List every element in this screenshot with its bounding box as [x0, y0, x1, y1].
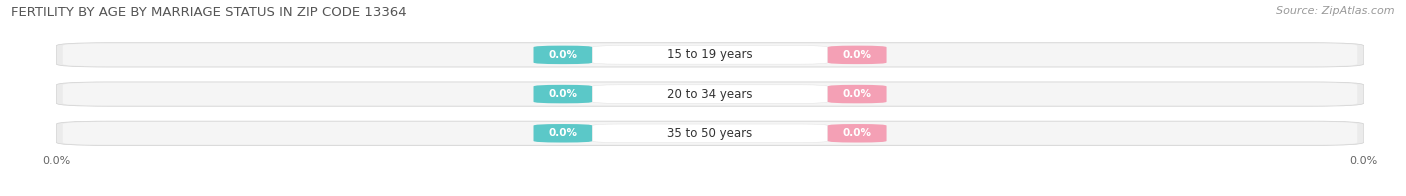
Text: 0.0%: 0.0% — [548, 89, 578, 99]
FancyBboxPatch shape — [828, 46, 887, 64]
Text: 15 to 19 years: 15 to 19 years — [668, 48, 752, 61]
FancyBboxPatch shape — [56, 82, 1364, 106]
FancyBboxPatch shape — [63, 83, 1357, 105]
FancyBboxPatch shape — [592, 124, 828, 142]
Text: Source: ZipAtlas.com: Source: ZipAtlas.com — [1277, 6, 1395, 16]
FancyBboxPatch shape — [592, 46, 828, 64]
FancyBboxPatch shape — [828, 85, 887, 103]
FancyBboxPatch shape — [533, 124, 592, 142]
Text: FERTILITY BY AGE BY MARRIAGE STATUS IN ZIP CODE 13364: FERTILITY BY AGE BY MARRIAGE STATUS IN Z… — [11, 6, 406, 19]
FancyBboxPatch shape — [56, 43, 1364, 67]
FancyBboxPatch shape — [63, 122, 1357, 145]
Text: 0.0%: 0.0% — [548, 128, 578, 138]
FancyBboxPatch shape — [592, 85, 828, 103]
Text: 0.0%: 0.0% — [842, 89, 872, 99]
FancyBboxPatch shape — [63, 44, 1357, 66]
Text: 35 to 50 years: 35 to 50 years — [668, 127, 752, 140]
Text: 0.0%: 0.0% — [842, 50, 872, 60]
Text: 0.0%: 0.0% — [548, 50, 578, 60]
FancyBboxPatch shape — [56, 121, 1364, 145]
Text: 20 to 34 years: 20 to 34 years — [668, 88, 752, 101]
FancyBboxPatch shape — [533, 85, 592, 103]
Text: 0.0%: 0.0% — [842, 128, 872, 138]
FancyBboxPatch shape — [533, 46, 592, 64]
FancyBboxPatch shape — [828, 124, 887, 142]
